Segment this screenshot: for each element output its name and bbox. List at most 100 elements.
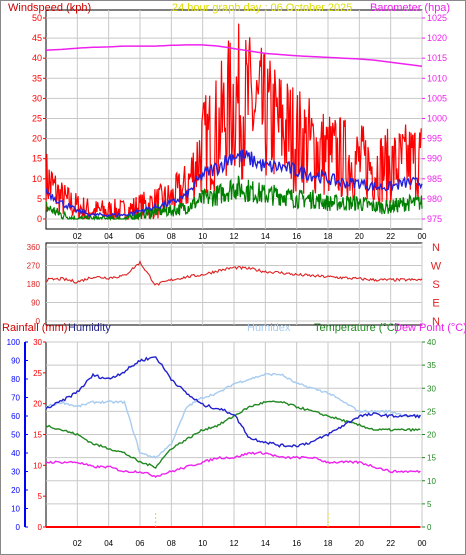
time-tick-label: 08 (167, 232, 176, 241)
time-tick-label: 16 (292, 232, 301, 241)
windspeed-tick-label: 40 (32, 53, 42, 63)
barometer-tick-label: 990 (427, 154, 442, 164)
windspeed-tick-label: 15 (32, 154, 42, 164)
rainfall-tick-label: 10 (33, 461, 42, 470)
barometer-tick-label: 980 (427, 194, 442, 204)
rainfall-tick-label: 30 (33, 338, 42, 347)
direction-panel-grid (46, 243, 423, 325)
humidity-tick-label: 40 (11, 449, 20, 458)
humidity-axis-label: Humidity (68, 322, 111, 334)
temperature-panel-series (45, 356, 422, 528)
temperature-tick-label: 20 (427, 431, 436, 440)
temperature-time-axis: 02 04 06 08 10 12 14 16 18 20 22 00 (73, 539, 427, 548)
direction-tick-label: 180 (27, 280, 41, 289)
dewpoint-series-line (45, 451, 421, 479)
compass-label: W (431, 261, 442, 273)
direction-tick-label: 270 (27, 262, 41, 271)
windspeed-tick-label: 5 (37, 194, 42, 204)
chart-title: 24 hour graph day : 06 October 2025 (172, 2, 352, 14)
barometer-tick-label: 985 (427, 174, 442, 184)
rainfall-tick-label: 25 (33, 369, 42, 378)
temperature-tick-label: 5 (427, 500, 432, 509)
barometer-tick-label: 1025 (427, 13, 447, 23)
time-tick-label: 04 (104, 539, 113, 548)
rainfall-axis-label: Rainfall (mm) (2, 322, 67, 334)
time-tick-label: 12 (230, 539, 239, 548)
humidex-legend-label: Humidex (247, 322, 291, 334)
rainfall-tick-label: 20 (33, 400, 42, 409)
minimum-series-line (45, 175, 423, 222)
humidity-tick-label: 80 (11, 375, 20, 384)
rainfall-tick-label: 15 (33, 431, 42, 440)
barometer-tick-label: 975 (427, 214, 442, 224)
windspeed-tick-label: 25 (32, 114, 42, 124)
time-tick-label: 22 (386, 539, 395, 548)
barometer-tick-label: 1005 (427, 93, 447, 103)
time-tick-label: 14 (261, 232, 270, 241)
time-tick-label: 02 (73, 539, 82, 548)
temperature-tick-label: 15 (427, 454, 436, 463)
time-tick-label: 06 (136, 232, 145, 241)
temperature-tick-label: 25 (427, 407, 436, 416)
temperature-panel-ticks: 0 10 20 30 40 50 60 70 80 90 100 0 5 10 15 20 25 30 0 5 10 15… (7, 338, 437, 532)
temperature-tick-label: 10 (427, 477, 436, 486)
time-tick-label: 06 (136, 539, 145, 548)
average-series-line (45, 149, 423, 218)
time-tick-label: 18 (324, 232, 333, 241)
windspeed-tick-label: 45 (32, 33, 42, 43)
wind-panel-ticks: 0 5 10 15 20 25 30 35 40 45 50 975 980 985 990 995 1000 1… (32, 13, 447, 224)
humidity-tick-label: 0 (16, 523, 21, 532)
direction-tick-label: 360 (27, 243, 41, 252)
time-tick-label: 00 (418, 539, 427, 548)
temperature-series-line (45, 400, 421, 469)
temperature-axis-label: Temperature (°C) (314, 322, 398, 334)
rainfall-tick-label: 0 (38, 523, 43, 532)
humidity-tick-label: 50 (11, 431, 20, 440)
time-tick-label: 04 (104, 232, 113, 241)
time-tick-label: 12 (230, 232, 239, 241)
windspeed-tick-label: 50 (32, 13, 42, 23)
rainfall-tick-label: 5 (38, 492, 43, 501)
time-tick-label: 22 (386, 232, 395, 241)
time-tick-label: 16 (292, 539, 301, 548)
wind-panel-series (45, 23, 423, 222)
barometer-tick-label: 1020 (427, 33, 447, 43)
humidity-tick-label: 100 (7, 338, 21, 347)
time-tick-label: 10 (198, 539, 207, 548)
humidity-tick-label: 70 (11, 394, 20, 403)
time-tick-label: 02 (73, 232, 82, 241)
barometer-tick-label: 1000 (427, 114, 447, 124)
time-tick-label: 20 (355, 232, 364, 241)
gust-series-line (45, 23, 422, 222)
time-tick-label: 10 (198, 232, 207, 241)
windspeed-tick-label: 35 (32, 73, 42, 83)
barometer-series-line (45, 44, 423, 67)
compass-label: N (432, 242, 440, 254)
windspeed-tick-label: 0 (37, 214, 42, 224)
humidity-tick-label: 10 (11, 505, 20, 514)
direction-series-line (45, 259, 423, 286)
barometer-tick-label: 995 (427, 134, 442, 144)
humidity-tick-label: 60 (11, 412, 20, 421)
time-tick-label: 20 (355, 539, 364, 548)
time-tick-label: 18 (324, 539, 333, 548)
temperature-tick-label: 35 (427, 361, 436, 370)
dewpoint-axis-label: Dew Point (°C) (394, 322, 466, 334)
time-tick-label: 14 (261, 539, 270, 548)
humidity-tick-label: 90 (11, 357, 20, 366)
windspeed-tick-label: 30 (32, 93, 42, 103)
time-tick-label: 08 (167, 539, 176, 548)
temperature-tick-label: 0 (427, 523, 432, 532)
humidity-tick-label: 30 (11, 468, 20, 477)
compass-label: S (432, 279, 439, 291)
windspeed-tick-label: 20 (32, 134, 42, 144)
windspeed-tick-label: 10 (32, 174, 42, 184)
direction-tick-label: 0 (36, 317, 41, 326)
temperature-tick-label: 40 (427, 338, 436, 347)
direction-panel-series (45, 259, 423, 286)
humidity-series-line (45, 356, 422, 448)
barometer-tick-label: 1010 (427, 73, 447, 83)
